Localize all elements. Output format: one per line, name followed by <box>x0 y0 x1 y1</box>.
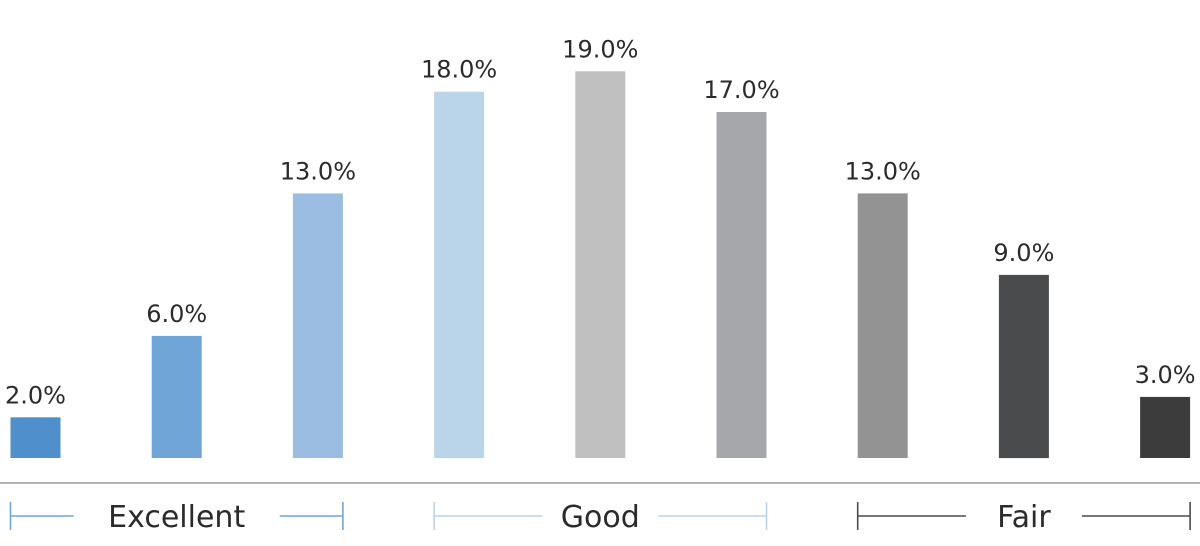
group-bracket-good: Good <box>433 500 768 535</box>
data-label-2: 6.0% <box>146 300 207 328</box>
bar-4 <box>434 91 485 458</box>
data-label-6: 17.0% <box>703 76 779 104</box>
bar-2 <box>151 335 202 458</box>
bar-8 <box>998 274 1049 459</box>
group-brackets-layer: Excellent Good Fair <box>9 500 1191 535</box>
data-label-1: 2.0% <box>5 381 66 409</box>
group-bracket-fair: Fair <box>856 500 1191 535</box>
bar-7 <box>857 193 908 458</box>
data-label-9: 3.0% <box>1135 361 1196 389</box>
data-label-3: 13.0% <box>280 157 356 185</box>
value-labels-layer: 2.0% 6.0% 13.0% 18.0% 19.0% 17.0% 13.0% 9.0% 3.0… <box>5 35 1196 409</box>
data-label-5: 19.0% <box>562 35 638 63</box>
group-label-excellent: Excellent <box>108 500 245 535</box>
bar-9 <box>1140 396 1191 458</box>
data-label-7: 13.0% <box>845 157 921 185</box>
group-label-good: Good <box>561 500 640 535</box>
bar-6 <box>716 112 767 458</box>
group-label-fair: Fair <box>997 500 1051 535</box>
data-label-4: 18.0% <box>421 56 497 84</box>
bars-layer <box>10 71 1191 459</box>
bar-5 <box>575 71 626 459</box>
group-bracket-excellent: Excellent <box>9 500 344 535</box>
data-label-8: 9.0% <box>993 239 1054 267</box>
bar-3 <box>292 193 343 458</box>
bar-1 <box>10 417 61 458</box>
